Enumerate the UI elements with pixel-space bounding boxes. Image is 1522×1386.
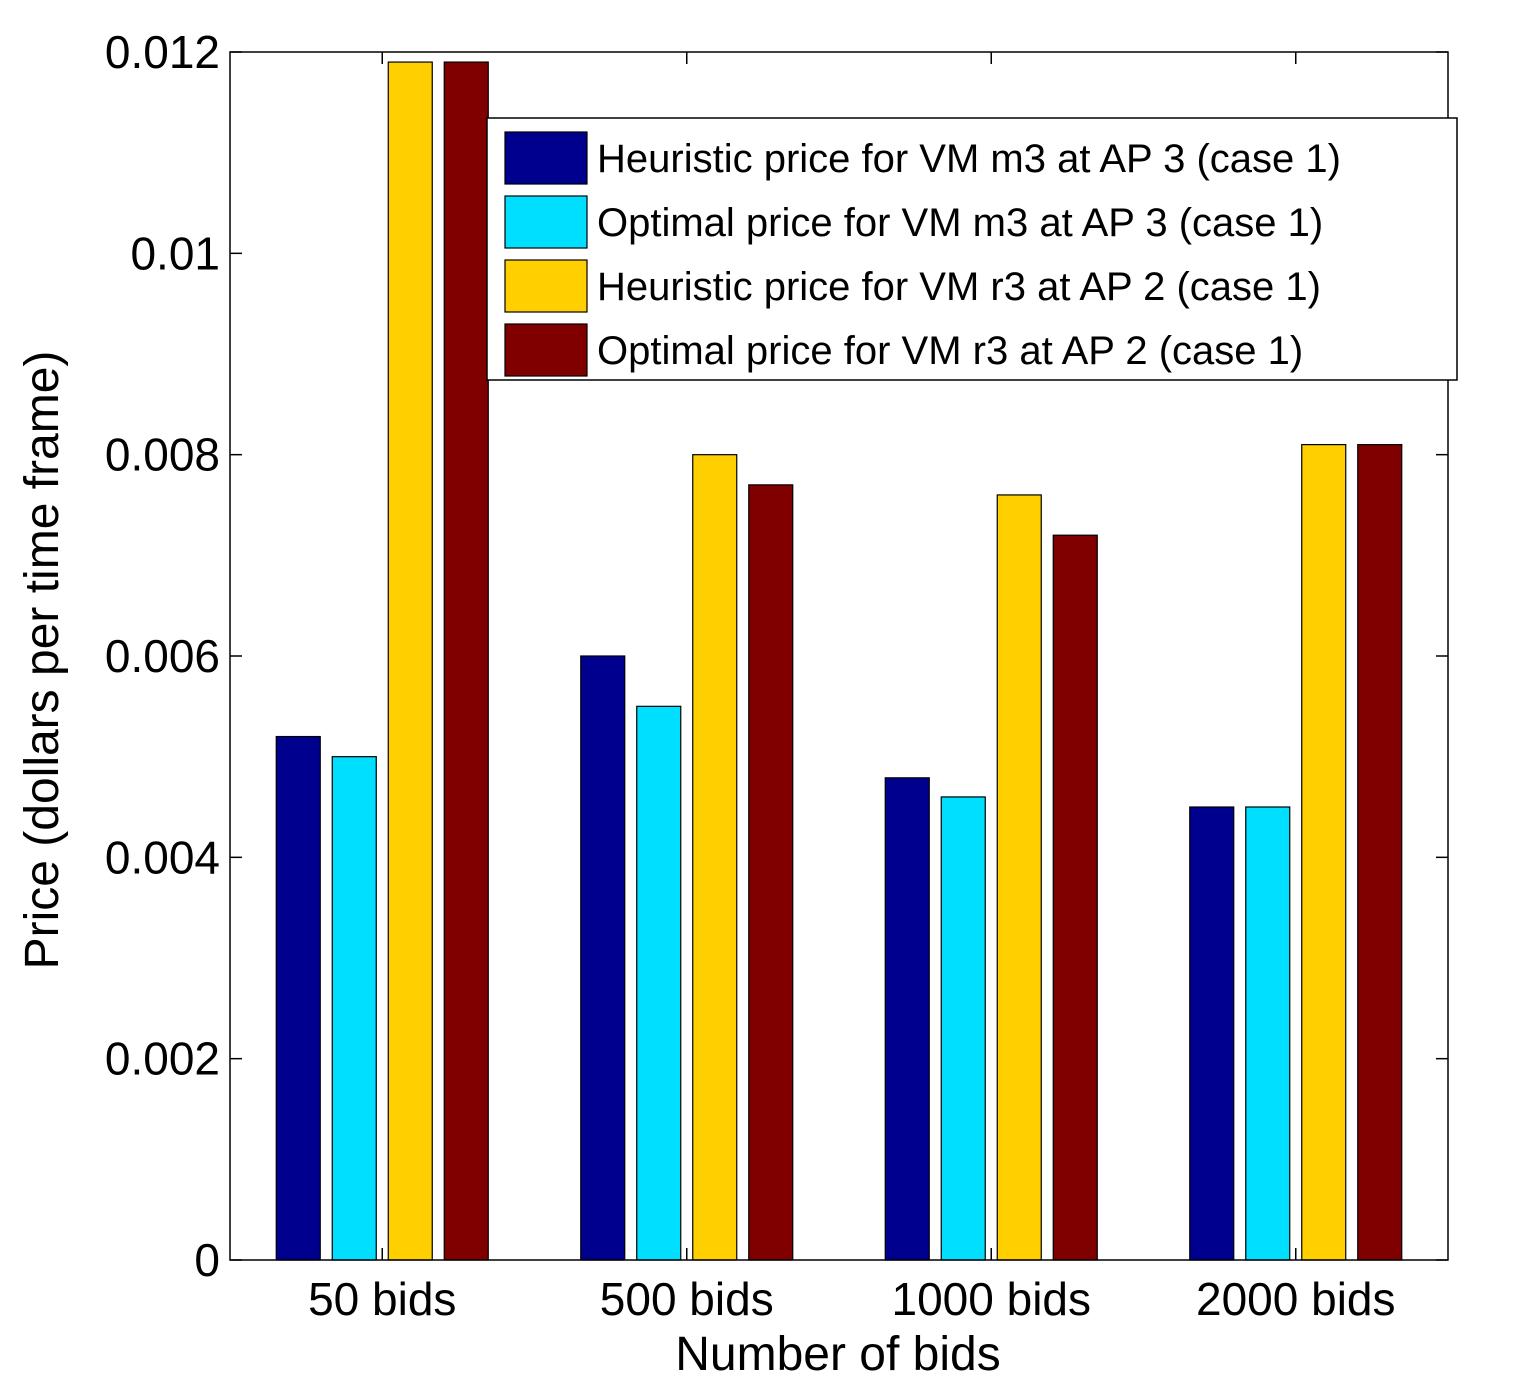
x-axis-title: Number of bids [675,1328,1000,1381]
y-tick-label: 0.008 [105,429,220,481]
bars-layer [275,61,1403,1261]
x-tick-label: 2000 bids [1196,1273,1396,1325]
y-tick-label: 0 [194,1234,220,1286]
bar-series-3-category-4 [1301,444,1347,1261]
bar-series-3-category-2 [692,454,738,1261]
bar-series-1-category-2 [580,655,626,1261]
legend-label-3: Heuristic price for VM r3 at AP 2 (case … [597,265,1321,309]
legend-swatch-4 [504,323,588,377]
bar-series-4-category-1 [443,61,489,1261]
legend: Heuristic price for VM m3 at AP 3 (case … [486,117,1458,381]
legend-swatch-2 [504,195,588,249]
bar-series-4-category-2 [748,484,794,1261]
bar-series-2-category-3 [940,796,986,1261]
bar-series-3-category-1 [387,61,433,1261]
y-axis-title: Price (dollars per time frame) [16,351,69,970]
x-tick-label: 500 bids [600,1273,774,1325]
legend-box [486,117,1458,381]
bar-series-2-category-4 [1245,806,1291,1261]
y-tick-label: 0.006 [105,630,220,682]
x-axis: 50 bids 500 bids 1000 bids 2000 bids [308,52,1396,1325]
bar-series-4-category-4 [1357,444,1403,1261]
legend-label-4: Optimal price for VM r3 at AP 2 (case 1) [597,329,1303,373]
bar-series-1-category-1 [275,735,321,1261]
bar-series-4-category-3 [1052,534,1098,1261]
y-tick-label: 0.004 [105,831,220,883]
legend-label-2: Optimal price for VM m3 at AP 3 (case 1) [597,201,1323,245]
legend-swatch-3 [504,259,588,313]
bar-series-3-category-3 [996,494,1042,1261]
bar-series-1-category-4 [1189,806,1235,1261]
bar-series-2-category-2 [636,705,682,1261]
x-tick-label: 1000 bids [892,1273,1092,1325]
y-tick-label: 0.01 [130,227,220,279]
bar-series-2-category-1 [331,756,377,1261]
bar-series-1-category-3 [884,777,930,1261]
y-tick-label: 0.012 [105,26,220,78]
y-tick-label: 0.002 [105,1033,220,1085]
legend-swatch-1 [504,131,588,185]
x-tick-label: 50 bids [308,1273,456,1325]
legend-label-1: Heuristic price for VM m3 at AP 3 (case … [597,137,1341,181]
y-axis: 0 0.002 0.004 0.006 0.008 0.01 0.012 [105,26,1448,1286]
